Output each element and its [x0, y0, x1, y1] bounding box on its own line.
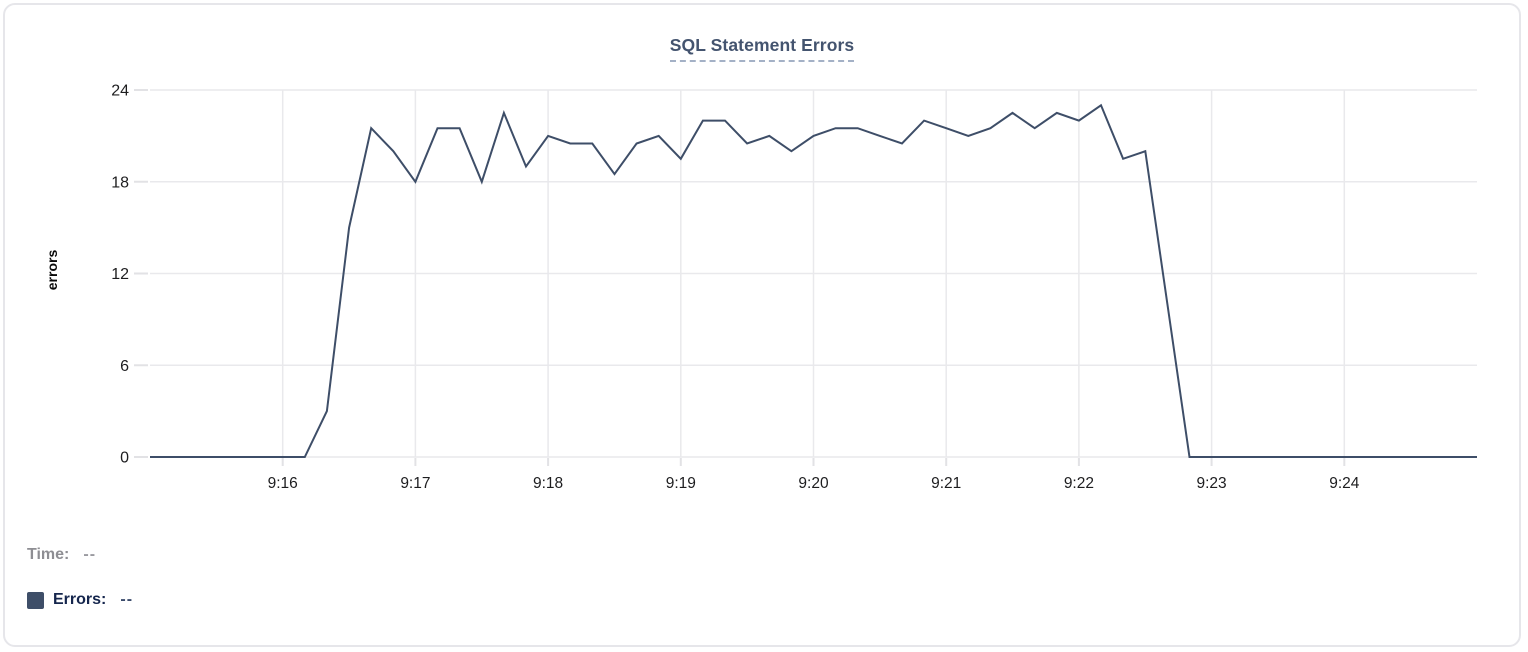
- y-tick-label: 18: [111, 174, 129, 191]
- x-tick-label: 9:21: [931, 475, 961, 492]
- chart-header: SQL Statement Errors: [5, 35, 1519, 62]
- line-chart-plot-area[interactable]: 0 6 12 18 24 9:16 9:17 9:18 9:19 9:20 9:21 9:22 9:23…: [5, 5, 1521, 517]
- errors-series-line[interactable]: [150, 103, 1477, 458]
- y-tick-label: 6: [120, 358, 129, 375]
- x-tick-label: 9:18: [533, 475, 563, 492]
- y-tick-label: 0: [120, 450, 129, 467]
- hover-readout-time: Time: --: [27, 546, 96, 564]
- y-axis-label: errors: [44, 249, 60, 291]
- x-tick-label: 9:23: [1197, 475, 1227, 492]
- time-label: Time:: [27, 546, 70, 563]
- x-tick-label: 9:24: [1329, 475, 1360, 492]
- chart-title[interactable]: SQL Statement Errors: [669, 35, 855, 62]
- x-tick-label: 9:16: [268, 475, 298, 492]
- x-tick-label: 9:17: [400, 475, 430, 492]
- chart-card: SQL Statement Errors 0 6 12 18 24 9:16 9:17 9:1…: [3, 3, 1521, 647]
- x-tick-label: 9:19: [666, 475, 696, 492]
- legend-item-errors: Errors: --: [27, 591, 133, 609]
- y-tick-label: 12: [111, 266, 129, 283]
- x-tick-label: 9:22: [1064, 475, 1094, 492]
- errors-label: Errors:: [53, 591, 107, 608]
- time-value: --: [83, 546, 97, 563]
- errors-series-swatch: [27, 591, 44, 609]
- x-tick-label: 9:20: [798, 475, 829, 492]
- errors-value: --: [120, 591, 134, 608]
- y-tick-label: 24: [111, 83, 129, 100]
